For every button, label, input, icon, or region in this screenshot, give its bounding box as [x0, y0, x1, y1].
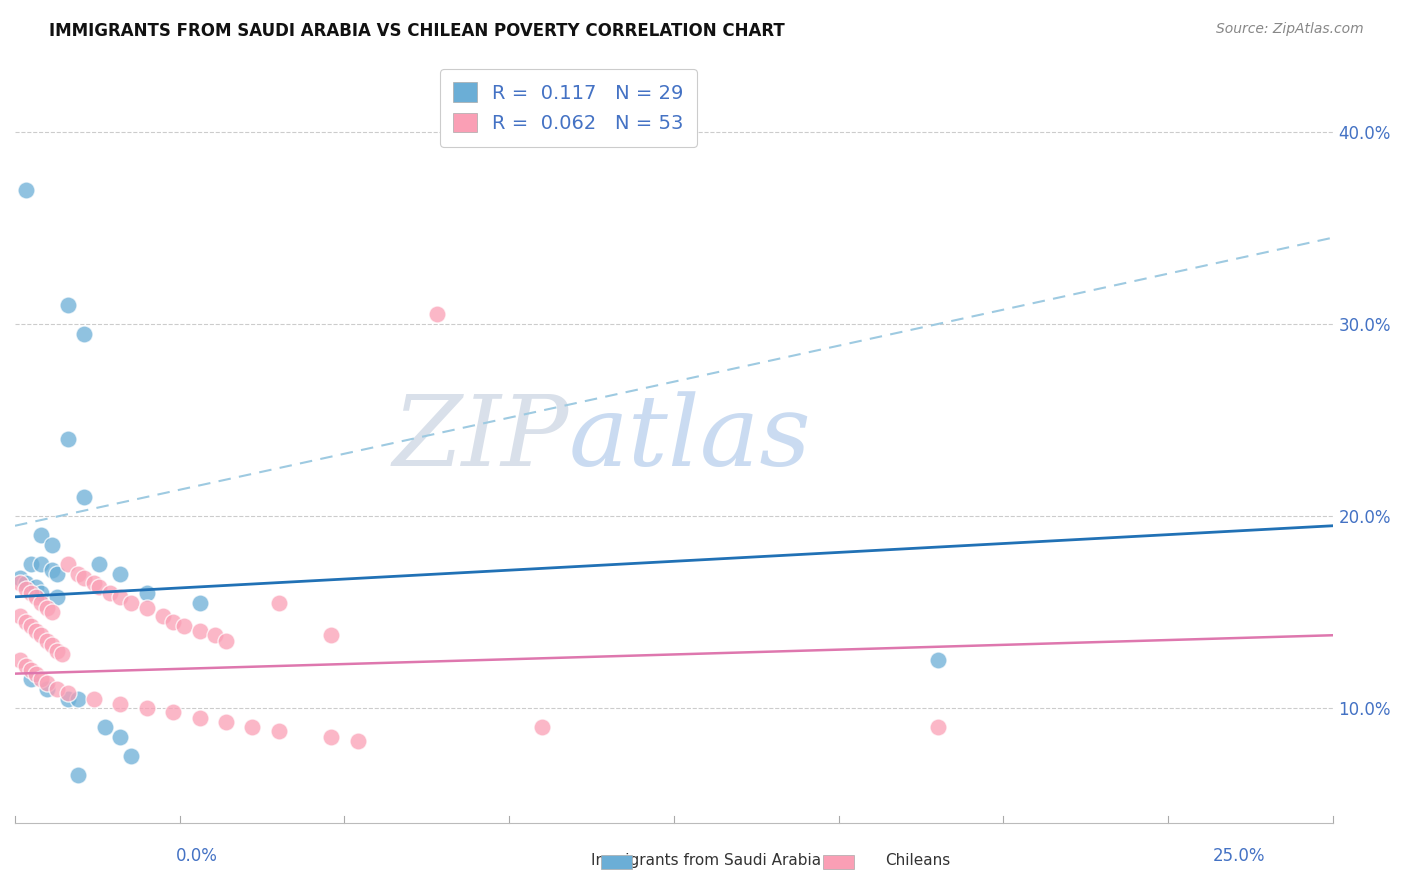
Point	[321, 730, 343, 744]
Text: IMMIGRANTS FROM SAUDI ARABIA VS CHILEAN POVERTY CORRELATION CHART: IMMIGRANTS FROM SAUDI ARABIA VS CHILEAN …	[49, 22, 785, 40]
Text: Chileans: Chileans	[884, 854, 950, 868]
Point	[240, 721, 263, 735]
Point	[8, 576, 31, 591]
Point	[14, 659, 37, 673]
Point	[267, 724, 290, 739]
Point	[41, 605, 63, 619]
Point	[51, 648, 73, 662]
Point	[56, 557, 79, 571]
Text: Source: ZipAtlas.com: Source: ZipAtlas.com	[1216, 22, 1364, 37]
Point	[83, 576, 105, 591]
Point	[25, 666, 48, 681]
Point	[8, 609, 31, 624]
Point	[30, 586, 52, 600]
Point	[67, 566, 90, 581]
Text: 25.0%: 25.0%	[1213, 847, 1265, 865]
Legend: R =  0.117   N = 29, R =  0.062   N = 53: R = 0.117 N = 29, R = 0.062 N = 53	[440, 69, 697, 146]
Point	[135, 701, 157, 715]
Point	[152, 609, 174, 624]
Point	[426, 308, 449, 322]
Point	[56, 433, 79, 447]
Point	[20, 663, 42, 677]
Point	[267, 596, 290, 610]
Text: Immigrants from Saudi Arabia: Immigrants from Saudi Arabia	[592, 854, 821, 868]
Point	[46, 681, 69, 696]
Point	[30, 596, 52, 610]
Point	[56, 691, 79, 706]
Point	[89, 580, 111, 594]
Point	[14, 615, 37, 629]
Point	[927, 653, 949, 667]
Point	[25, 624, 48, 639]
Point	[35, 676, 58, 690]
Point	[188, 624, 211, 639]
Point	[46, 566, 69, 581]
Point	[162, 615, 184, 629]
Point	[30, 557, 52, 571]
Point	[35, 634, 58, 648]
Point	[25, 580, 48, 594]
Point	[8, 653, 31, 667]
Point	[35, 681, 58, 696]
Point	[20, 557, 42, 571]
Point	[135, 586, 157, 600]
Point	[14, 582, 37, 596]
Point	[188, 596, 211, 610]
Point	[120, 596, 142, 610]
Text: atlas: atlas	[568, 392, 811, 487]
Point	[135, 601, 157, 615]
Point	[93, 721, 115, 735]
Point	[162, 705, 184, 719]
Point	[14, 576, 37, 591]
Point	[215, 714, 238, 729]
Point	[346, 734, 368, 748]
Text: 0.0%: 0.0%	[176, 847, 218, 865]
Point	[41, 638, 63, 652]
Point	[30, 673, 52, 687]
Point	[83, 691, 105, 706]
Point	[72, 571, 94, 585]
Point	[110, 730, 132, 744]
Point	[215, 634, 238, 648]
Point	[20, 673, 42, 687]
Point	[120, 749, 142, 764]
Point	[56, 686, 79, 700]
Point	[20, 618, 42, 632]
Point	[41, 538, 63, 552]
Point	[72, 326, 94, 341]
Point	[98, 586, 121, 600]
Point	[41, 563, 63, 577]
Point	[30, 528, 52, 542]
Point	[72, 490, 94, 504]
Text: ZIP: ZIP	[392, 392, 568, 487]
Point	[30, 628, 52, 642]
Point	[531, 721, 554, 735]
Point	[14, 183, 37, 197]
Point	[8, 571, 31, 585]
Point	[204, 628, 226, 642]
Point	[67, 768, 90, 782]
Point	[46, 590, 69, 604]
Point	[188, 711, 211, 725]
Point	[110, 698, 132, 712]
Point	[173, 618, 195, 632]
Point	[927, 721, 949, 735]
Point	[56, 298, 79, 312]
Point	[110, 590, 132, 604]
Point	[25, 590, 48, 604]
Point	[20, 586, 42, 600]
Point	[89, 557, 111, 571]
Point	[67, 691, 90, 706]
Point	[110, 566, 132, 581]
Point	[321, 628, 343, 642]
Point	[35, 601, 58, 615]
Point	[46, 643, 69, 657]
